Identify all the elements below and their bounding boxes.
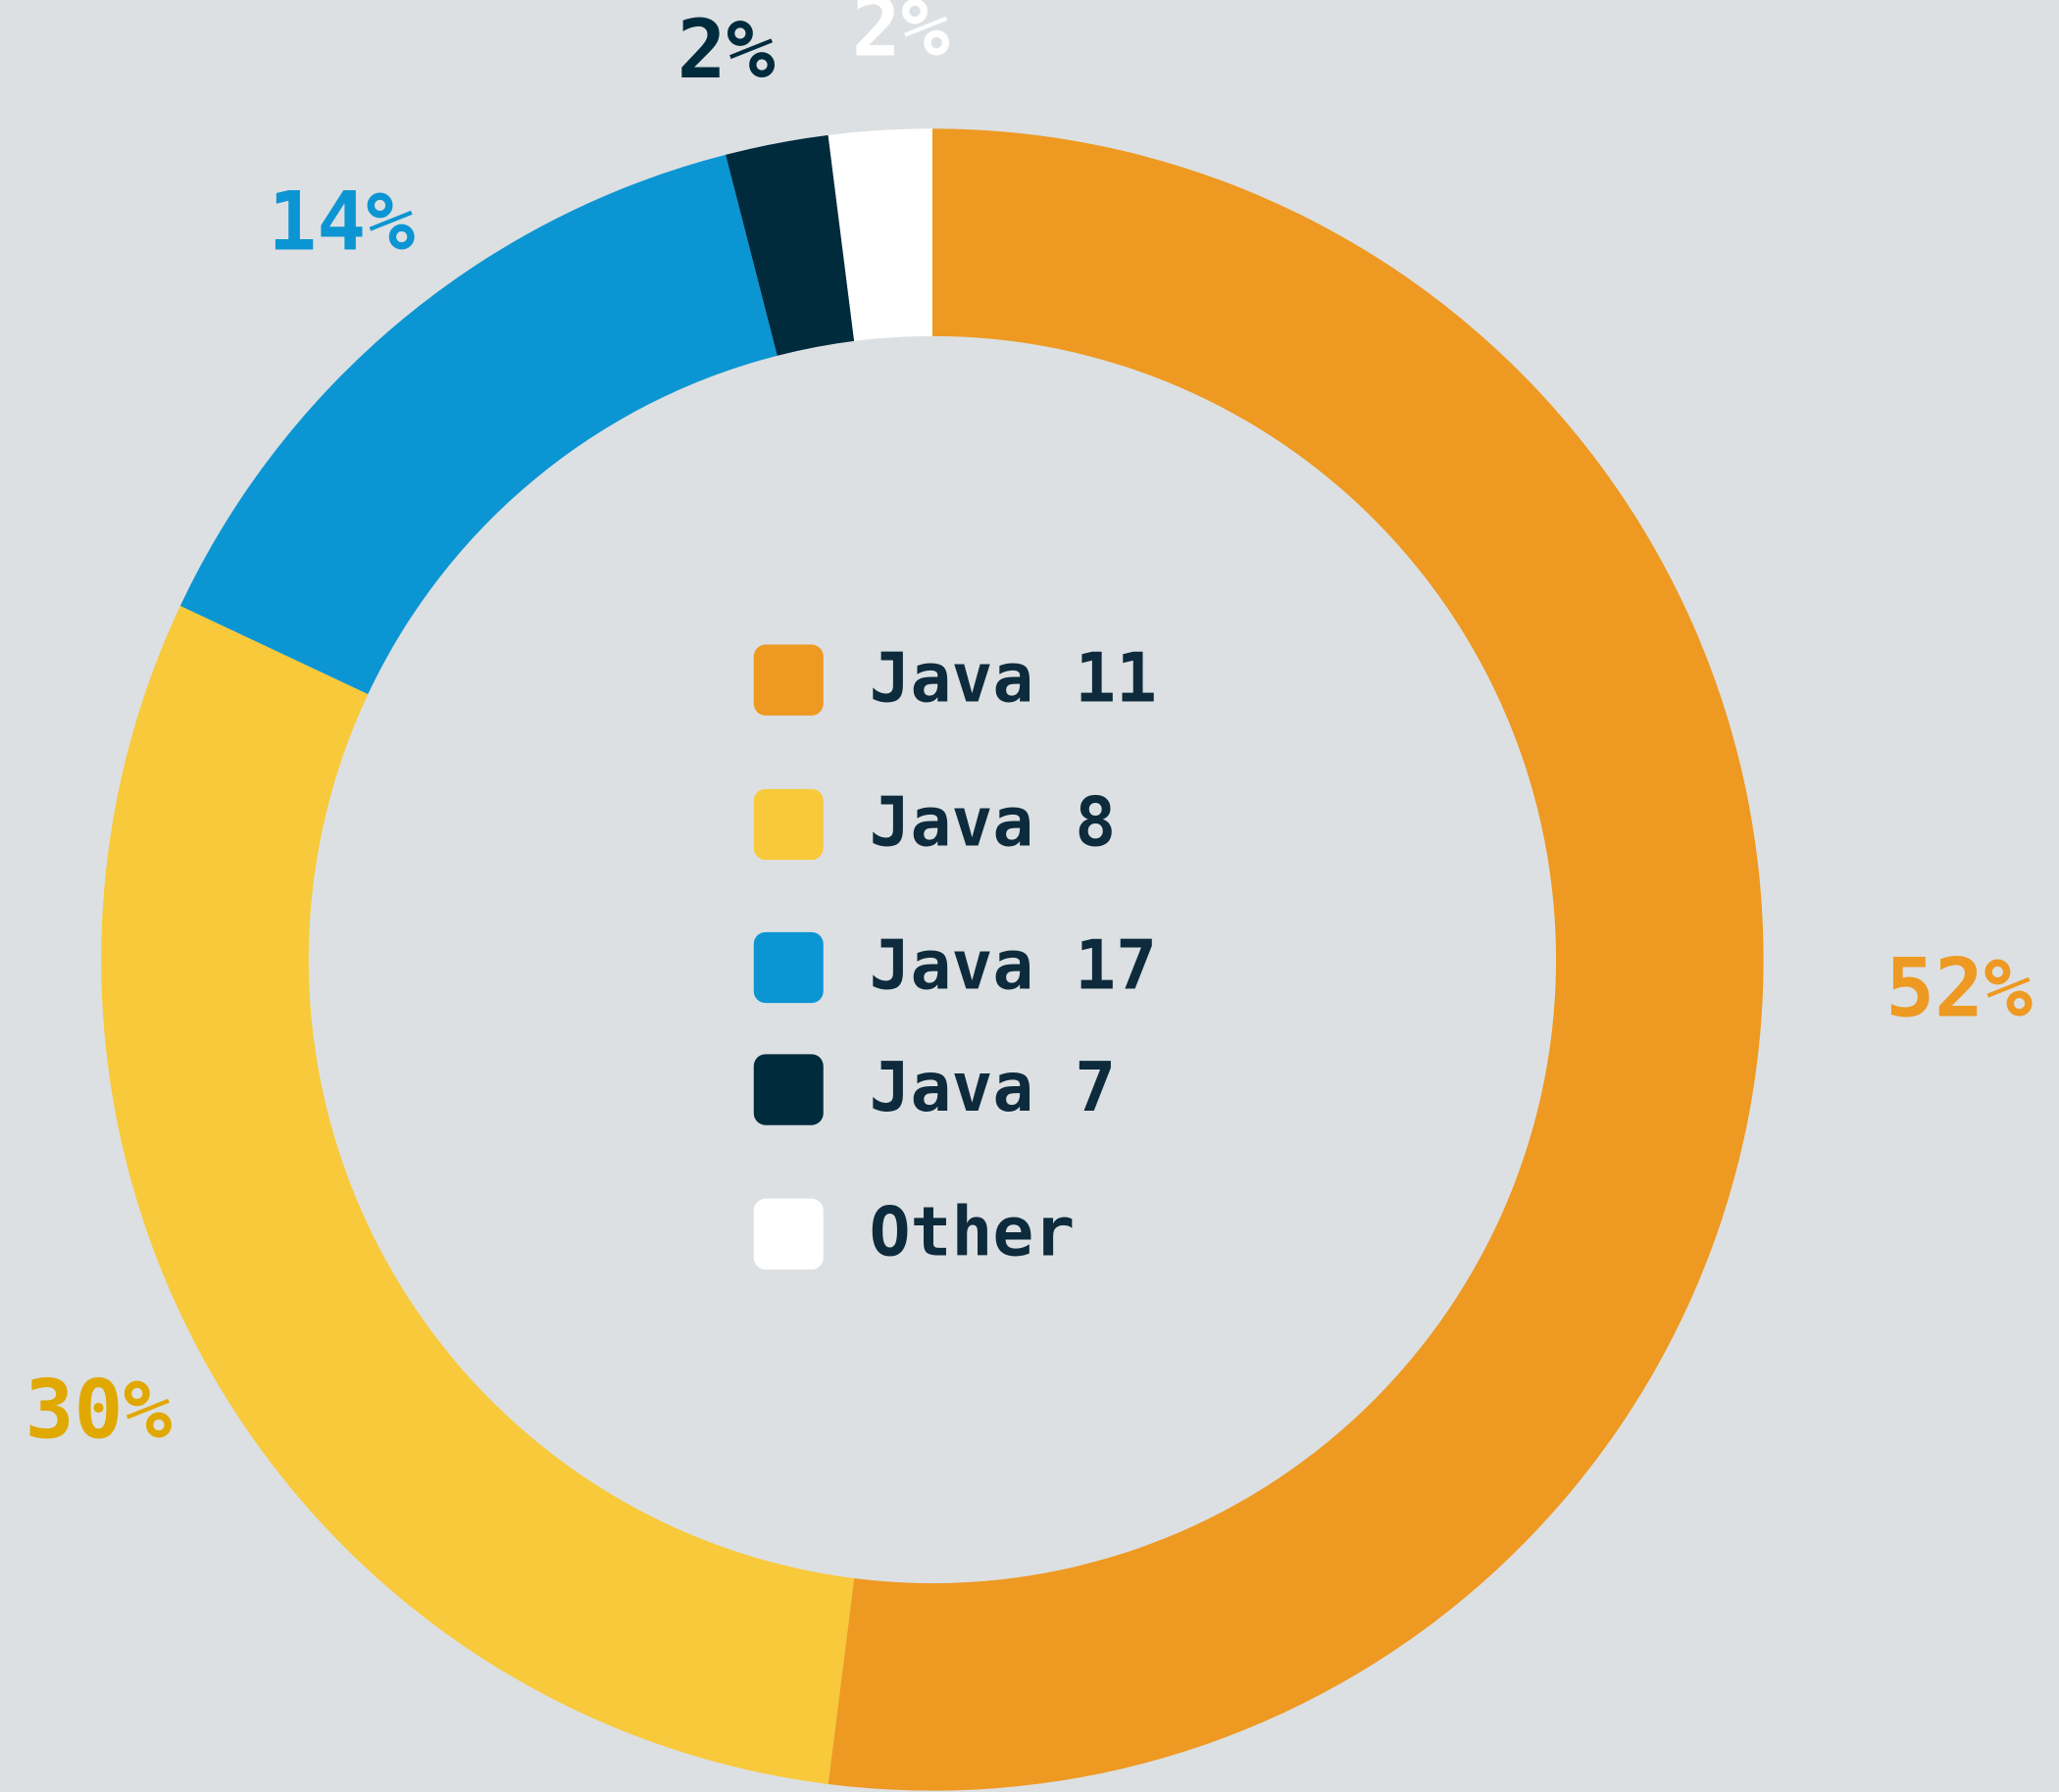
value-label: 14% <box>268 174 415 270</box>
value-label: 30% <box>25 1363 173 1458</box>
legend-swatch <box>753 1198 824 1270</box>
legend-swatch <box>753 788 824 861</box>
legend-label: Java 11 <box>870 638 1157 718</box>
donut-slice <box>101 606 855 1784</box>
donut-slice <box>726 134 855 356</box>
legend-swatch <box>753 1054 824 1125</box>
donut-slice <box>179 154 778 695</box>
value-label: 2% <box>678 2 776 97</box>
legend-label: Other <box>870 1193 1076 1272</box>
legend-label: Java 8 <box>870 783 1117 863</box>
legend-swatch <box>753 644 824 716</box>
legend-swatch <box>753 931 824 1004</box>
value-label: 2% <box>852 0 950 75</box>
donut-slice <box>828 128 932 341</box>
donut-slice <box>828 128 1764 1791</box>
legend-label: Java 17 <box>870 926 1157 1006</box>
value-label: 52% <box>1885 941 2033 1036</box>
legend-label: Java 7 <box>870 1048 1117 1127</box>
